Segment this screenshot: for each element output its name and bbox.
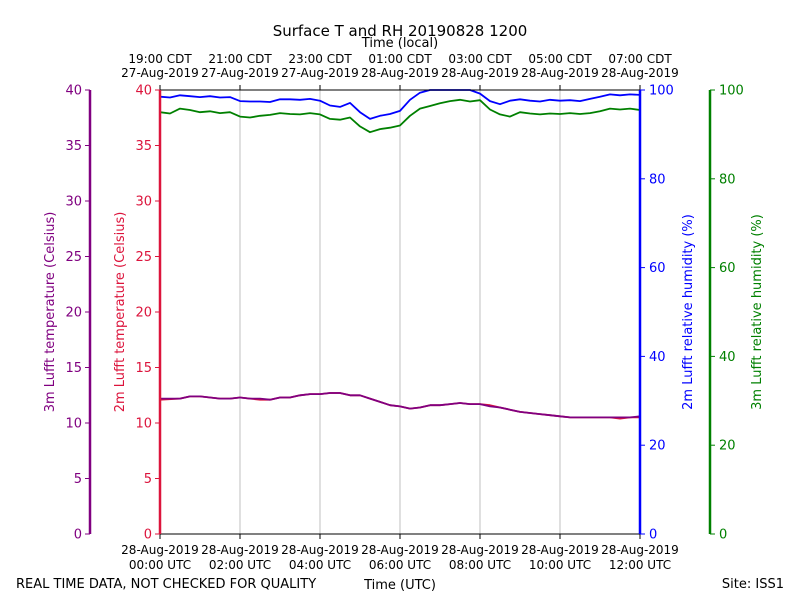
y-axis-rh2m-tick-label: 40 xyxy=(649,350,666,365)
y-axis-temp3m-tick-label: 15 xyxy=(65,361,82,376)
chart-title: Surface T and RH 20190828 1200 xyxy=(273,22,528,40)
y-axis-rh2m-tick-label: 100 xyxy=(649,84,674,99)
x-tick-label-time: 06:00 UTC xyxy=(369,558,431,572)
y-axis-rh3m-tick-label: 60 xyxy=(719,261,736,276)
top-tick-label-date: 27-Aug-2019 xyxy=(121,66,199,80)
series-line-temp3m xyxy=(160,392,641,419)
axes-layer: 0 5 10 15 20 25 30 35 40 0 5 10 15 20 25 30 35 40 0 20 40 60 8… xyxy=(65,84,743,543)
y-axis-rh3m-tick-label: 0 xyxy=(719,528,727,543)
x-tick-label-date: 28-Aug-2019 xyxy=(441,543,519,557)
series-line-rh2m xyxy=(159,89,641,120)
x-tick-label-date: 28-Aug-2019 xyxy=(281,543,359,557)
top-tick-label-date: 28-Aug-2019 xyxy=(521,66,599,80)
x-tick-label-date: 28-Aug-2019 xyxy=(521,543,599,557)
y-axis-rh3m-tick-label: 100 xyxy=(719,84,744,99)
y-axis-rh2m-tick-label: 60 xyxy=(649,261,666,276)
top-tick-label-time: 03:00 CDT xyxy=(448,52,512,66)
y-axis-temp2m-tick-label: 40 xyxy=(135,84,152,99)
top-tick-label-time: 19:00 CDT xyxy=(128,52,192,66)
y-axis-temp2m-tick-label: 25 xyxy=(135,250,152,265)
x-tick-label-date: 28-Aug-2019 xyxy=(361,543,439,557)
y-axis-temp3m-tick-label: 0 xyxy=(74,528,82,543)
y-axis-rh3m-tick-label: 40 xyxy=(719,350,736,365)
series-line-rh3m xyxy=(159,98,641,134)
top-tick-label-time: 07:00 CDT xyxy=(608,52,672,66)
y-axis-temp3m-tick-label: 5 xyxy=(74,472,82,487)
top-tick-label-date: 28-Aug-2019 xyxy=(361,66,439,80)
top-tick-label-date: 27-Aug-2019 xyxy=(201,66,279,80)
y-axis-temp3m-tick-label: 25 xyxy=(65,250,82,265)
x-tick-label-time: 02:00 UTC xyxy=(209,558,271,572)
y-axis-rh2m-tick-label: 0 xyxy=(649,528,657,543)
y-axis-label-rh2m: 2m Lufft relative humidity (%) xyxy=(681,214,696,410)
gridlines xyxy=(239,90,561,534)
x-axis-label: Time (UTC) xyxy=(363,578,436,593)
y-axis-temp2m-tick-label: 20 xyxy=(135,306,152,321)
y-axis-rh2m-tick-label: 20 xyxy=(649,439,666,454)
x-tick-label-date: 28-Aug-2019 xyxy=(201,543,279,557)
top-tick-label-time: 23:00 CDT xyxy=(288,52,352,66)
y-axis-label-temp3m: 3m Lufft temperature (Celsius) xyxy=(43,212,58,413)
top-tick-label-date: 28-Aug-2019 xyxy=(601,66,679,80)
y-axis-temp2m-tick-label: 0 xyxy=(144,528,152,543)
y-axis-rh3m-tick-label: 20 xyxy=(719,439,736,454)
top-tick-label-date: 28-Aug-2019 xyxy=(441,66,519,80)
x-tick-label-date: 28-Aug-2019 xyxy=(121,543,199,557)
y-axis-temp3m-tick-label: 35 xyxy=(65,139,82,154)
series-layer xyxy=(159,89,641,420)
top-tick-label-time: 01:00 CDT xyxy=(368,52,432,66)
x-tick-label-date: 28-Aug-2019 xyxy=(601,543,679,557)
y-axis-temp2m-tick-label: 15 xyxy=(135,361,152,376)
y-axis-temp2m-tick-label: 35 xyxy=(135,139,152,154)
y-axis-rh2m-tick-label: 80 xyxy=(649,172,666,187)
y-axis-label-rh3m: 3m Lufft relative humidity (%) xyxy=(750,214,765,410)
x-tick-label-time: 04:00 UTC xyxy=(289,558,351,572)
y-axis-rh3m-tick-label: 80 xyxy=(719,172,736,187)
y-axis-temp3m-tick-label: 40 xyxy=(65,84,82,99)
top-axis-label: Time (local) xyxy=(361,36,438,51)
x-tick-label-time: 00:00 UTC xyxy=(129,558,191,572)
top-tick-label-date: 27-Aug-2019 xyxy=(281,66,359,80)
site-label: Site: ISS1 xyxy=(722,577,784,592)
y-axis-temp2m-tick-label: 10 xyxy=(135,417,152,432)
top-tick-label-time: 05:00 CDT xyxy=(528,52,592,66)
top-tick-label-time: 21:00 CDT xyxy=(208,52,272,66)
x-tick-label-time: 08:00 UTC xyxy=(449,558,511,572)
y-axis-temp3m-tick-label: 10 xyxy=(65,417,82,432)
y-axis-temp3m-tick-label: 30 xyxy=(65,195,82,210)
x-tick-label-time: 10:00 UTC xyxy=(529,558,591,572)
y-axis-temp2m-tick-label: 5 xyxy=(144,472,152,487)
y-axis-temp2m-tick-label: 30 xyxy=(135,195,152,210)
quality-note: REAL TIME DATA, NOT CHECKED FOR QUALITY xyxy=(16,577,316,592)
x-tick-label-time: 12:00 UTC xyxy=(609,558,671,572)
y-axis-temp3m-tick-label: 20 xyxy=(65,306,82,321)
y-axis-label-temp2m: 2m Lufft temperature (Celsius) xyxy=(113,212,128,413)
